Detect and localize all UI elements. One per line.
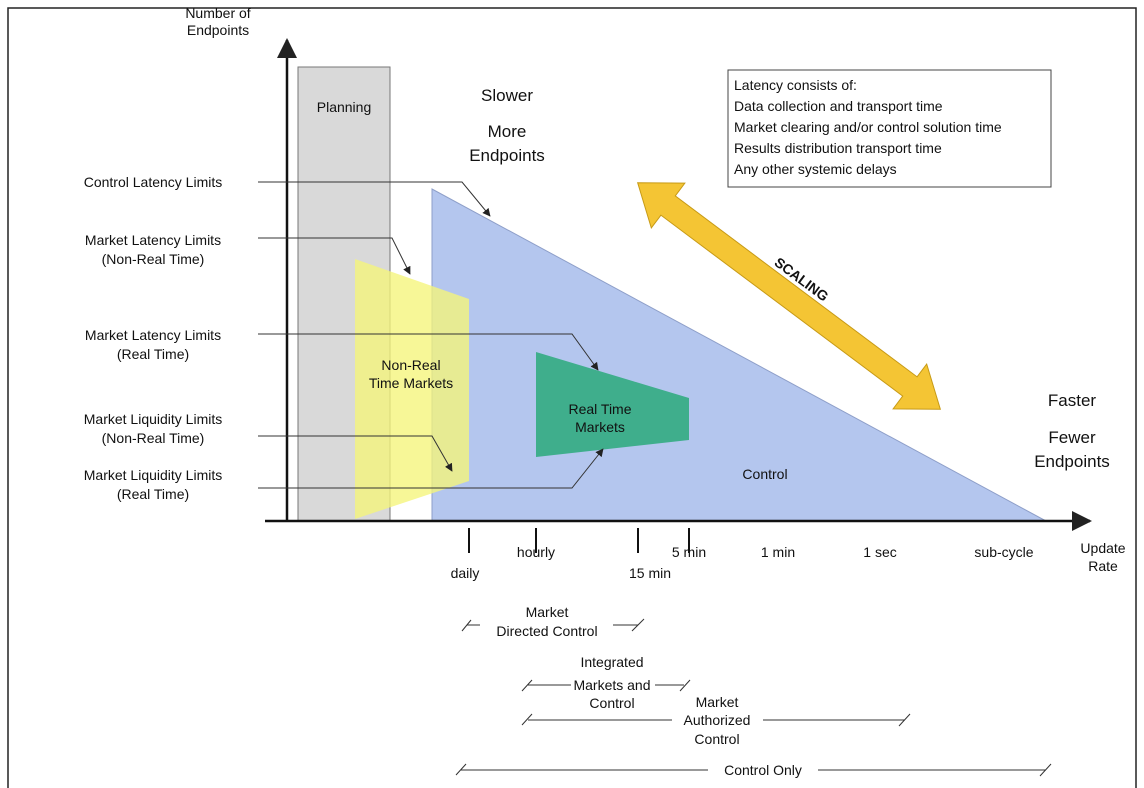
- non-real-time-label-line2: Time Markets: [369, 375, 453, 391]
- control-label: Control: [742, 466, 787, 482]
- latency-box-title: Latency consists of:: [734, 77, 857, 93]
- scaling-double-arrow-shape: [636, 182, 942, 410]
- range-co-right-tick: [1039, 763, 1052, 777]
- market-liquidity-rt-label-line1: Market Liquidity Limits: [84, 467, 223, 483]
- real-time-label-line1: Real Time: [568, 401, 631, 417]
- tick-label-1min: 1 min: [761, 544, 795, 560]
- y-axis-label-line1: Number of: [185, 5, 250, 21]
- range-control-only: Control Only: [724, 762, 802, 778]
- range-market-directed-line1: Market: [526, 604, 569, 620]
- endpoints-bottom-label: Endpoints: [1034, 452, 1110, 471]
- non-real-time-label-line1: Non-Real: [381, 357, 440, 373]
- tick-label-daily: daily: [451, 565, 480, 581]
- x-axis-ticks: [468, 528, 690, 553]
- y-axis-label-line2: Endpoints: [187, 22, 249, 38]
- range-ma-left-tick: [521, 713, 533, 726]
- faster-label: Faster: [1048, 391, 1097, 410]
- range-im-left-tick: [521, 679, 533, 692]
- tick-label-sub-cycle: sub-cycle: [974, 544, 1033, 560]
- range-brackets: [455, 618, 1052, 777]
- range-md-left-tick: [461, 619, 472, 632]
- range-market-authorized-line2: Authorized: [684, 712, 751, 728]
- range-md-right-tick: [631, 618, 645, 632]
- market-liquidity-rt-label-line2: (Real Time): [117, 486, 189, 502]
- tick-label-hourly: hourly: [517, 544, 555, 560]
- x-axis-label-line1: Update: [1080, 540, 1125, 556]
- slower-label: Slower: [481, 86, 533, 105]
- tick-label-15min: 15 min: [629, 565, 671, 581]
- leader-market-liquidity-rt: [258, 448, 604, 489]
- range-integrated-line1: Integrated: [580, 654, 643, 670]
- range-im-right-tick: [679, 679, 691, 692]
- control-region: [431, 188, 1047, 522]
- leader-lines: [258, 181, 604, 489]
- range-market-authorized-line3: Control: [694, 731, 739, 747]
- market-liquidity-nrt-label-line2: (Non-Real Time): [102, 430, 205, 446]
- planning-label: Planning: [317, 99, 372, 115]
- control-latency-label: Control Latency Limits: [84, 174, 223, 190]
- latency-item-4: Any other systemic delays: [734, 161, 897, 177]
- fewer-label: Fewer: [1048, 428, 1096, 447]
- endpoints-top-label: Endpoints: [469, 146, 545, 165]
- range-market-authorized-line1: Market: [696, 694, 739, 710]
- leader-market-latency-rt: [258, 333, 599, 371]
- range-integrated-line2: Markets and: [573, 677, 650, 693]
- market-liquidity-nrt-label-line1: Market Liquidity Limits: [84, 411, 223, 427]
- latency-box: [727, 69, 1052, 188]
- x-axis-label-line2: Rate: [1088, 558, 1118, 574]
- range-market-directed-line2: Directed Control: [496, 623, 597, 639]
- range-ma-right-tick: [898, 713, 911, 727]
- non-real-time-markets-region: [355, 259, 469, 519]
- market-latency-nrt-label-line1: Market Latency Limits: [85, 232, 221, 248]
- market-latency-nrt-label-line2: (Non-Real Time): [102, 251, 205, 267]
- latency-item-2: Market clearing and/or control solution …: [734, 119, 1002, 135]
- market-latency-rt-label-line1: Market Latency Limits: [85, 327, 221, 343]
- latency-item-1: Data collection and transport time: [734, 98, 943, 114]
- real-time-markets-region: [536, 352, 689, 457]
- tick-label-1sec: 1 sec: [863, 544, 896, 560]
- tick-label-5min: 5 min: [672, 544, 706, 560]
- market-latency-rt-label-line2: (Real Time): [117, 346, 189, 362]
- latency-item-3: Results distribution transport time: [734, 140, 942, 156]
- frame-border: [7, 7, 1137, 788]
- range-integrated-line3: Control: [589, 695, 634, 711]
- leader-market-latency-nrt: [258, 237, 411, 275]
- leader-market-liquidity-nrt: [258, 435, 453, 472]
- real-time-label-line2: Markets: [575, 419, 625, 435]
- leader-control-latency: [258, 181, 491, 217]
- more-label: More: [488, 122, 527, 141]
